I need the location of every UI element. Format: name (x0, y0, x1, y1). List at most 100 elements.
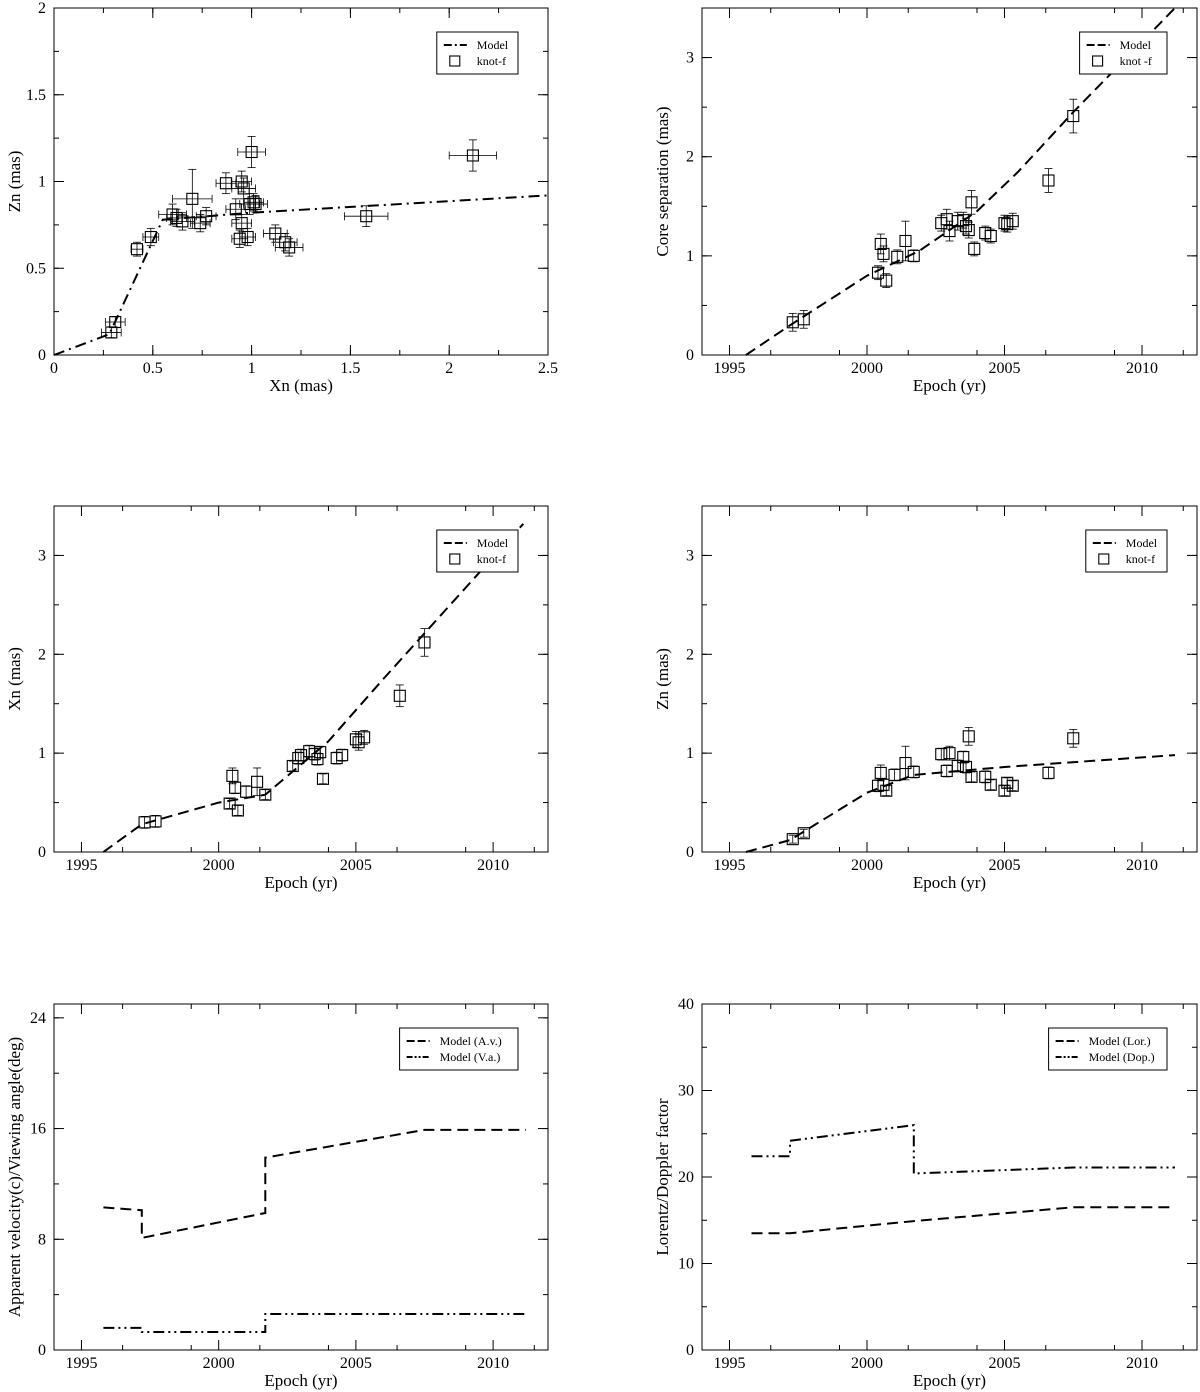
legend-frame (399, 1027, 519, 1071)
legend: Model (A.v.) Model (V.a.) (399, 1027, 519, 1071)
y-tick-label: 1 (686, 248, 694, 265)
data-point (144, 230, 157, 244)
data-point (907, 249, 920, 262)
data-point (880, 274, 893, 287)
model-line (751, 1206, 1175, 1235)
data-point (907, 765, 920, 778)
data-point (231, 804, 244, 817)
data-point (888, 768, 901, 781)
data-point (797, 313, 810, 326)
y-axis-title: Core separation (mas) (653, 106, 672, 256)
data-point (237, 182, 250, 195)
legend-marker-swatch (1098, 553, 1110, 565)
data-point (466, 149, 479, 162)
y-tick-label: 40 (678, 996, 694, 1013)
data-point (943, 747, 956, 760)
x-tick-label: 2005 (989, 360, 1021, 377)
y-tick-label: 2 (38, 0, 46, 17)
data-point (200, 210, 213, 223)
data-point (874, 237, 887, 251)
data-point (358, 731, 371, 744)
data-point (130, 243, 144, 256)
y-axis-title: Zn (mas) (5, 151, 24, 213)
x-tick-label: 1995 (714, 360, 746, 377)
data-point (283, 241, 296, 254)
data-point (314, 746, 327, 759)
chart-panel-4: 1995 2000 2005 2010 0 1 2 3 Epoch (yr) Zn (mas) Mo… (653, 505, 1198, 892)
data-point (311, 753, 324, 766)
x-tick-label: 1995 (65, 857, 97, 874)
data-point (149, 815, 162, 828)
data-point (874, 766, 887, 779)
data-point (247, 196, 260, 209)
data-point (349, 733, 362, 746)
data-point (1006, 215, 1019, 228)
legend-frame (1085, 529, 1168, 573)
data-point (968, 242, 981, 255)
x-tick-label: 2000 (851, 857, 883, 874)
y-tick-label: 10 (678, 1256, 694, 1273)
legend-label: Model (Lor.) (1089, 1034, 1151, 1048)
data-point (316, 772, 330, 785)
x-tick-label: 2010 (1126, 360, 1158, 377)
data-point (219, 177, 232, 190)
model-line (751, 1123, 1175, 1175)
legend: Model knot -f (1079, 31, 1168, 75)
legend-frame (436, 31, 519, 75)
y-axis-title: Lorentz/Doppler factor (653, 1098, 672, 1256)
legend-marker-swatch (449, 553, 461, 565)
x-tick-label: 2010 (1126, 1355, 1158, 1372)
x-tick-label: 1995 (714, 1355, 746, 1372)
data-point (1067, 110, 1080, 123)
plot-frame (701, 505, 1198, 853)
x-tick-label: 2000 (851, 1355, 883, 1372)
plot-frame (701, 7, 1198, 356)
data-point (1042, 174, 1055, 187)
data-point (186, 192, 199, 205)
x-tick-label: 2010 (1126, 857, 1158, 874)
x-tick-label: 0 (50, 360, 58, 377)
data-point (797, 827, 810, 840)
x-tick-label: 0.5 (143, 360, 163, 377)
chart-panel-5: 1995 2000 2005 2010 0 8 16 24 Epoch (yr) Apparent… (5, 1003, 549, 1390)
data-point (998, 217, 1011, 230)
model-line (102, 523, 525, 853)
y-tick-label: 0.5 (26, 260, 46, 277)
data-point (235, 175, 248, 188)
y-tick-label: 0 (38, 844, 46, 861)
data-point (871, 266, 885, 279)
data-point (269, 227, 282, 240)
data-point (1067, 732, 1080, 745)
data-point (959, 220, 973, 233)
x-tick-label: 2.5 (538, 360, 558, 377)
data-point (294, 749, 308, 762)
x-axis-title: Epoch (yr) (264, 873, 337, 892)
data-point (962, 730, 975, 743)
legend-label: Model (Dop.) (1089, 1050, 1155, 1064)
legend-marker-swatch (1092, 55, 1104, 67)
y-tick-label: 0 (686, 1342, 694, 1359)
x-tick-label: 2 (445, 360, 453, 377)
data-point (229, 203, 242, 216)
legend: Model knot-f (1085, 529, 1168, 573)
data-point (957, 751, 970, 764)
data-point (176, 215, 189, 228)
data-point (223, 797, 236, 810)
legend-frame (1048, 1027, 1168, 1071)
data-point (1042, 766, 1055, 779)
x-tick-label: 1.5 (340, 360, 360, 377)
y-tick-label: 1 (38, 174, 46, 191)
legend-label: Model (1120, 38, 1152, 52)
x-axis-title: Xn (mas) (269, 376, 333, 395)
chart-panel-1: 0 0.5 1 1.5 2 2.5 0 0.5 1 1.5 2 Xn (mas) Zn (mas) Mod… (5, 0, 558, 395)
data-series-knot-f (786, 727, 1080, 846)
legend-frame (1079, 31, 1168, 75)
legend-label: knot -f (1120, 54, 1152, 68)
data-point (245, 145, 258, 159)
y-tick-label: 2 (686, 149, 694, 166)
data-point (393, 689, 406, 702)
y-tick-label: 0 (686, 347, 694, 364)
y-tick-label: 20 (678, 1169, 694, 1186)
data-series-knot-f (101, 135, 498, 339)
